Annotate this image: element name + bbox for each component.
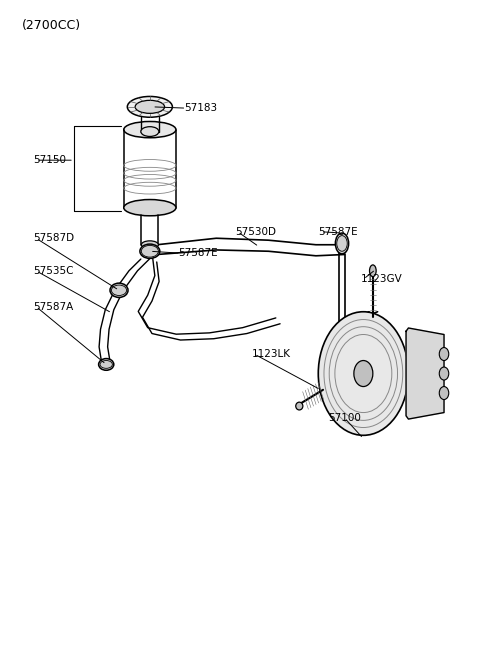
Text: 57183: 57183 xyxy=(184,103,217,113)
Text: 57587E: 57587E xyxy=(179,248,218,258)
Text: 57150: 57150 xyxy=(34,155,67,165)
Polygon shape xyxy=(406,328,444,419)
Ellipse shape xyxy=(127,96,172,117)
Ellipse shape xyxy=(135,100,165,113)
Ellipse shape xyxy=(98,359,114,370)
Circle shape xyxy=(318,312,408,436)
Text: 57100: 57100 xyxy=(328,413,361,422)
Text: 57535C: 57535C xyxy=(34,266,74,276)
Text: 1123LK: 1123LK xyxy=(252,349,291,359)
Ellipse shape xyxy=(296,402,303,410)
Ellipse shape xyxy=(336,233,348,254)
Circle shape xyxy=(439,348,449,361)
Ellipse shape xyxy=(140,244,160,258)
Circle shape xyxy=(439,367,449,380)
Text: 1123GV: 1123GV xyxy=(361,274,403,284)
Ellipse shape xyxy=(141,127,159,136)
Text: 57587D: 57587D xyxy=(34,234,75,243)
Circle shape xyxy=(439,386,449,400)
Ellipse shape xyxy=(124,121,176,138)
Ellipse shape xyxy=(370,265,376,277)
Ellipse shape xyxy=(124,199,176,216)
Ellipse shape xyxy=(141,241,158,249)
Circle shape xyxy=(354,361,373,386)
Text: (2700CC): (2700CC) xyxy=(22,19,81,32)
Ellipse shape xyxy=(110,283,128,297)
Text: 57530D: 57530D xyxy=(235,227,276,237)
Text: 57587E: 57587E xyxy=(318,227,358,237)
Text: 57587A: 57587A xyxy=(34,302,74,312)
